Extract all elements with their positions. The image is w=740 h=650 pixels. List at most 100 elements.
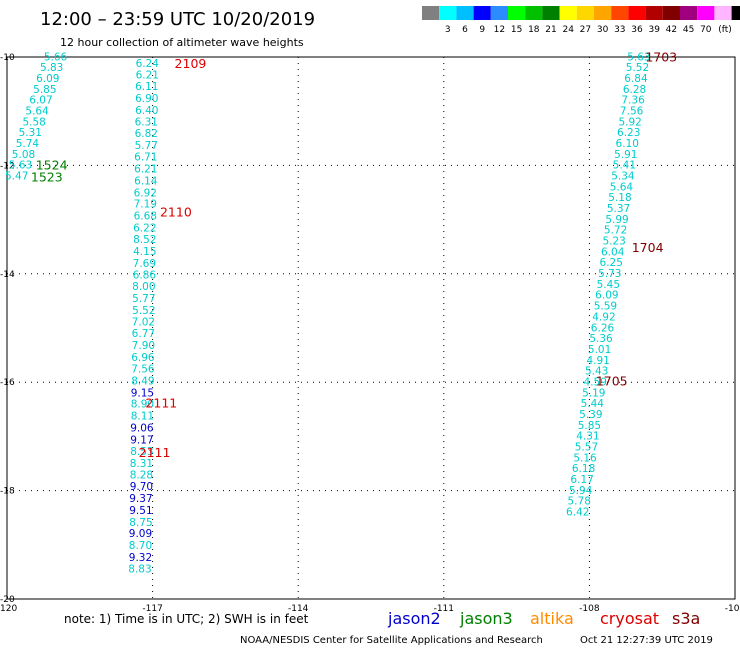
swh-value: 8.00 [132,281,155,293]
pass-time-label: 1703 [645,49,677,64]
swh-value: 5.78 [568,496,591,508]
swh-value: 6.96 [131,352,155,364]
swh-value: 8.52 [133,234,156,246]
x-tick-label: -114 [288,604,309,614]
swh-value: 4.31 [576,431,599,443]
y-tick-label: -14 [0,270,15,280]
footer-credit: NOAA/NESDIS Center for Satellite Applica… [240,635,543,646]
swh-value: 8.53 [130,446,153,458]
swh-value: 6.40 [135,105,158,117]
swh-value: 6.82 [135,128,158,140]
legend-swatch [542,6,560,20]
y-tick-label: -16 [0,378,15,388]
legend-swatch [697,6,715,20]
swh-value: 5.59 [594,301,617,313]
legend-label: 21 [545,25,556,35]
swh-value: 5.63 [627,51,650,63]
swh-value: 6.23 [617,127,640,139]
swh-value: 6.92 [134,187,157,199]
pass-time-label: 1523 [31,170,63,185]
swh-value: 5.77 [132,293,155,305]
legend-swatch [576,6,594,20]
legend-label: 15 [511,25,522,35]
swh-value: 6.11 [135,81,158,93]
pass-time-label: 2111 [145,396,177,411]
legend-swatch [731,6,740,20]
legend-label: 30 [597,25,609,35]
swh-value: 7.90 [132,340,155,352]
legend-swatch [714,6,732,20]
swh-value: 6.09 [595,290,618,302]
swh-value: 6.17 [570,474,593,486]
legend-label: 36 [631,25,643,35]
footer-timestamp: Oct 21 12:27:39 UTC 2019 [580,635,713,646]
legend-label: 70 [700,25,712,35]
pass-time-label: 2111 [139,445,171,460]
legend-label: 9 [479,25,485,35]
swh-value: 5.94 [569,485,593,497]
swh-value: 5.73 [598,268,621,280]
legend-label: 18 [528,25,540,35]
swh-value: 5.43 [585,366,608,378]
x-tick-label: -120 [0,604,17,614]
swh-value: 6.24 [136,58,160,70]
swh-value: 5.64 [25,105,49,117]
x-tick-label: -111 [434,604,454,614]
legend-label: 3 [445,25,451,35]
legend-swatch [490,6,508,20]
satellite-label: altika [530,609,574,628]
swh-value: 5.41 [613,160,636,172]
swh-value: 9.06 [130,423,154,435]
swh-value: 6.68 [134,211,157,223]
legend-swatch [456,6,474,20]
chart-title: 12:00 – 23:59 UTC 10/20/2019 [40,9,315,30]
swh-value: 5.57 [575,441,598,453]
chart-subtitle: 12 hour collection of altimeter wave hei… [60,36,304,49]
swh-value: 6.71 [134,152,157,164]
satellite-legend: jason2 jason3 altika cryosat s3a [387,609,700,628]
swh-value: 5.72 [604,225,627,237]
pass-time-label: 2109 [175,56,207,71]
swh-value: 6.26 [591,322,615,334]
swh-value: 5.19 [582,387,605,399]
swh-value: 9.37 [129,493,152,505]
legend-swatch [594,6,612,20]
y-tick-label: -12 [0,161,15,171]
swh-value: 9.09 [129,528,152,540]
swh-value: 6.84 [624,73,648,85]
legend-swatch [508,6,526,20]
grid-lines [7,57,735,599]
swh-value: 5.77 [135,140,158,152]
swh-value: 5.16 [573,452,597,464]
legend-swatch [422,6,440,20]
footer-note: note: 1) Time is in UTC; 2) SWH is in fe… [64,612,309,626]
swh-value: 5.18 [608,192,631,204]
pass-time-label: 1705 [596,373,628,388]
swh-value: 5.01 [588,344,611,356]
legend-swatch [680,6,698,20]
swh-value: 6.86 [133,270,157,282]
swh-value: 7.56 [620,105,644,117]
swh-value: 8.49 [131,375,154,387]
swh-value: 5.85 [33,84,56,96]
swh-value: 4.15 [133,246,156,258]
swh-value: 5.66 [44,51,68,63]
swh-value: 6.10 [616,138,639,150]
y-tick-label: -20 [0,595,15,605]
swh-value: 6.04 [601,246,625,258]
axis-labels: -120 -117 -114 -111 -108 -105 -10 -12 -14 -16 -18 -… [0,53,740,614]
swh-value: 5.64 [610,181,634,193]
swh-value: 5.36 [589,333,613,345]
pass-time-label: 1524 [36,158,68,173]
swh-value: 5.91 [614,149,637,161]
swh-value: 9.70 [130,481,153,493]
swh-value: 6.22 [133,223,156,235]
pass-time-label: 2110 [160,204,192,219]
legend-swatch [662,6,680,20]
swh-value: 5.08 [12,149,35,161]
legend-swatch [525,6,543,20]
legend-unit: (ft) [718,25,732,35]
swh-value: 9.32 [129,552,152,564]
swh-value: 6.28 [623,84,646,96]
